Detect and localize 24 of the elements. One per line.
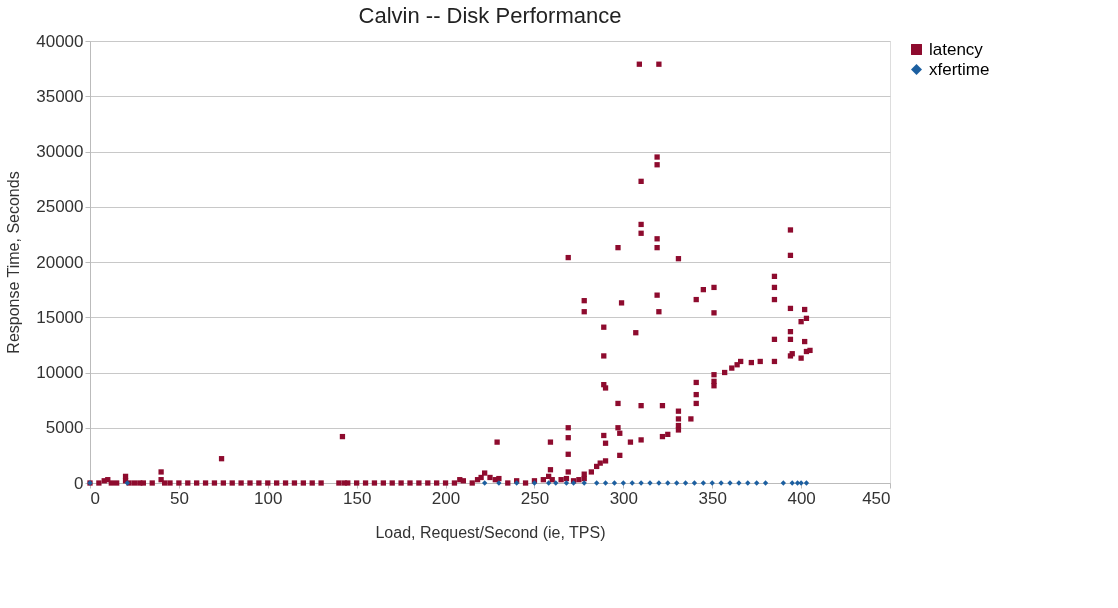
y-tick-label: 35000	[36, 86, 84, 106]
y-tick-label: 15000	[36, 307, 84, 327]
chart-title: Calvin -- Disk Performance	[358, 3, 622, 28]
x-tick-label: 50	[169, 488, 189, 508]
y-axis-title: Response Time, Seconds	[5, 171, 23, 354]
x-tick-label: 150	[342, 488, 372, 508]
x-tick-label: 100	[254, 488, 283, 508]
x-tick-label: 200	[431, 488, 461, 508]
legend-label: latency	[929, 39, 984, 59]
y-tick-label: 40000	[36, 31, 84, 51]
x-tick-label: 300	[609, 488, 639, 508]
x-axis-title: Load, Request/Second (ie, TPS)	[375, 523, 606, 541]
y-tick-label: 5000	[45, 418, 84, 438]
y-tick-label: 10000	[36, 363, 84, 382]
y-tick-label: 0	[74, 473, 84, 493]
x-tick-label: 400	[787, 488, 816, 508]
y-tick-label: 25000	[36, 197, 84, 217]
x-tick-label: 250	[520, 488, 550, 508]
x-tick-label: 0	[90, 488, 100, 508]
y-tick-label: 20000	[36, 252, 84, 272]
x-tick-label: 450	[862, 488, 891, 508]
x-tick-label: 350	[698, 488, 727, 508]
legend-label: xfertime	[929, 59, 990, 79]
y-tick-label: 30000	[36, 142, 84, 161]
